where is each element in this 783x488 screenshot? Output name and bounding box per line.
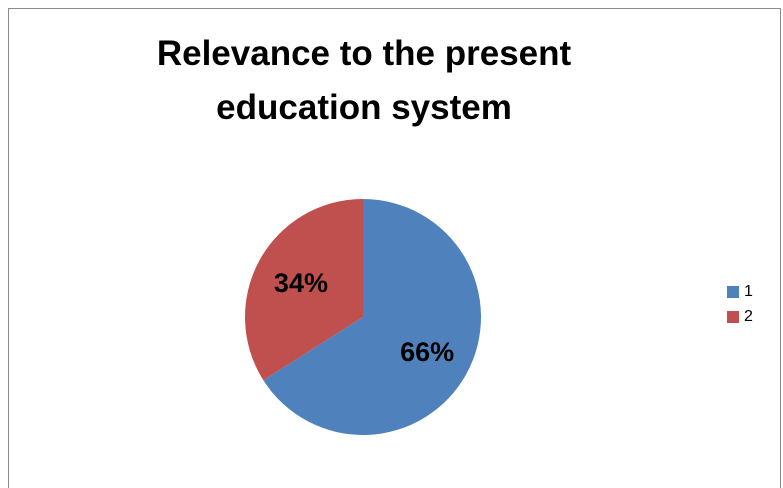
legend-item-2: 2 <box>727 306 753 328</box>
data-label-1: 66% <box>400 337 454 367</box>
legend-label-1: 1 <box>744 283 753 300</box>
pie-slice-2 <box>244 199 363 381</box>
pie-slice-1 <box>263 199 481 435</box>
legend-swatch-1 <box>727 286 739 298</box>
legend-label-2: 2 <box>744 308 753 325</box>
chart-title: Relevance to the present education syste… <box>156 34 572 127</box>
legend-item-1: 1 <box>727 281 753 303</box>
chart-legend: 1 2 <box>727 281 753 331</box>
data-label-2: 34% <box>274 268 328 298</box>
legend-swatch-2 <box>727 311 739 323</box>
